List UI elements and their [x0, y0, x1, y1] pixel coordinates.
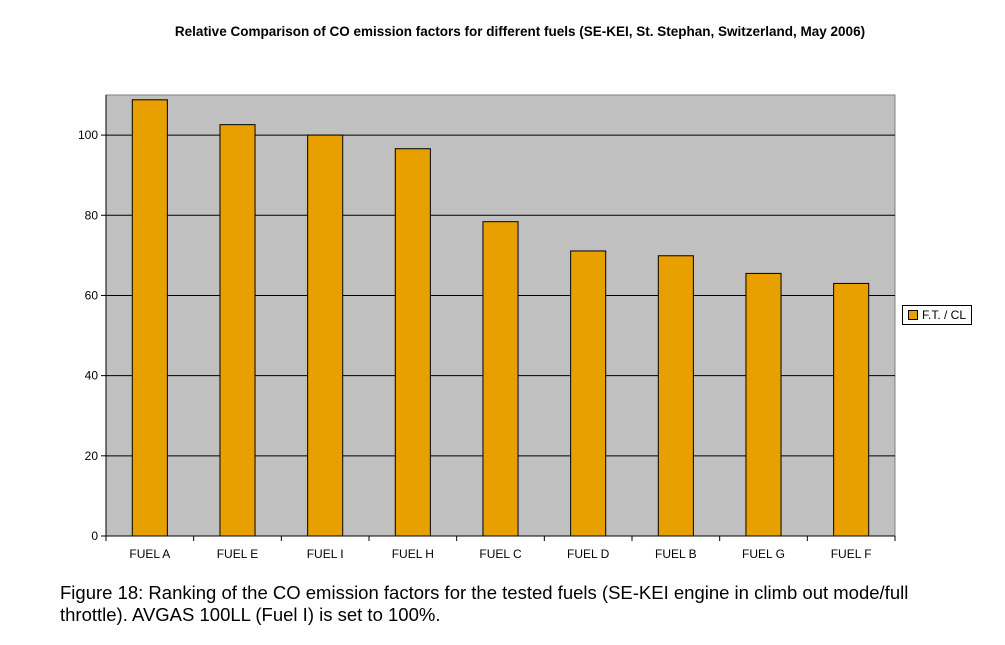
bar — [394, 148, 431, 537]
x-tick-label: FUEL F — [831, 547, 872, 561]
y-tick-label: 20 — [85, 449, 99, 463]
bar — [131, 99, 168, 537]
figure-caption: Figure 18: Ranking of the CO emission fa… — [60, 582, 909, 625]
bar — [482, 221, 519, 537]
legend-label: F.T. / CL — [922, 308, 967, 322]
x-tick-label: FUEL A — [129, 547, 170, 561]
x-tick-label: FUEL D — [567, 547, 610, 561]
bar — [657, 255, 694, 537]
x-tick-label: FUEL I — [307, 547, 344, 561]
legend-swatch — [908, 310, 918, 320]
chart-title: Relative Comparison of CO emission facto… — [174, 24, 866, 39]
x-tick-label: FUEL B — [655, 547, 697, 561]
x-tick-label: FUEL H — [392, 547, 434, 561]
bar — [307, 134, 344, 537]
y-tick-label: 40 — [85, 369, 99, 383]
x-tick-label: FUEL E — [217, 547, 259, 561]
x-tick-label: FUEL C — [479, 547, 522, 561]
y-tick-label: 100 — [78, 128, 98, 142]
legend: F.T. / CL — [902, 305, 972, 325]
bar-chart: 0 20 40 60 80 100 FUEL A FUEL E FUEL I FUEL H FUEL… — [78, 94, 896, 561]
y-tick-label: 80 — [85, 208, 99, 222]
bar — [219, 124, 256, 537]
x-tick-label: FUEL G — [742, 547, 785, 561]
bar — [833, 282, 870, 537]
y-tick-label: 0 — [91, 529, 98, 543]
bar — [745, 272, 782, 537]
y-tick-label: 60 — [85, 288, 99, 302]
bar — [570, 250, 607, 537]
